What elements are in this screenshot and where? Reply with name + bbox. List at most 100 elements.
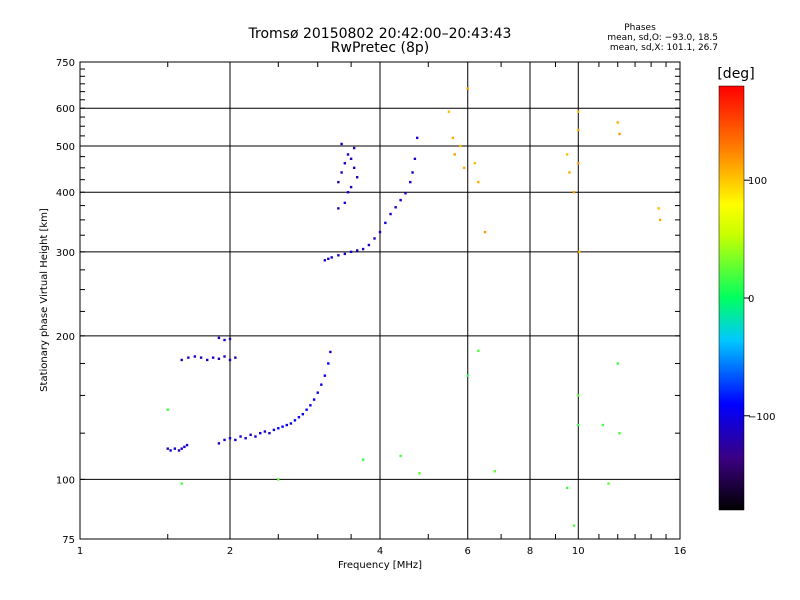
data-point bbox=[578, 250, 581, 254]
data-point bbox=[180, 482, 183, 485]
data-point bbox=[473, 162, 477, 165]
data-point bbox=[228, 337, 232, 341]
data-point bbox=[343, 252, 347, 256]
colorbar bbox=[718, 85, 745, 511]
data-point bbox=[329, 350, 332, 354]
data-point bbox=[205, 358, 209, 362]
data-point bbox=[259, 431, 262, 435]
data-points bbox=[166, 87, 662, 527]
data-point bbox=[320, 383, 323, 386]
data-point bbox=[577, 162, 580, 165]
data-point bbox=[169, 449, 172, 452]
data-point bbox=[572, 524, 576, 527]
data-point bbox=[404, 192, 407, 195]
data-point bbox=[462, 166, 466, 170]
data-point bbox=[327, 257, 330, 261]
x-axis-label: Frequency [MHz] bbox=[338, 560, 422, 571]
data-point bbox=[399, 454, 402, 458]
data-point bbox=[277, 427, 280, 430]
data-point bbox=[616, 362, 619, 365]
data-point bbox=[323, 374, 327, 377]
data-point bbox=[217, 357, 221, 360]
data-point bbox=[312, 398, 316, 401]
x-tick-label: 16 bbox=[674, 546, 687, 557]
data-point bbox=[346, 153, 350, 156]
y-tick-label: 100 bbox=[56, 475, 75, 486]
data-point bbox=[217, 442, 221, 445]
data-point bbox=[305, 408, 308, 411]
data-point bbox=[616, 121, 619, 124]
x-tick-label: 10 bbox=[572, 546, 585, 557]
y-tick-label: 500 bbox=[56, 142, 75, 153]
data-point bbox=[337, 207, 340, 210]
data-point bbox=[367, 243, 371, 247]
data-point bbox=[349, 250, 353, 254]
data-point bbox=[166, 447, 169, 450]
phases-o-stats: mean, sd,O: −93.0, 18.5 bbox=[607, 33, 718, 43]
data-point bbox=[355, 249, 359, 252]
colorbar-tick-label: 0 bbox=[748, 294, 754, 305]
data-point bbox=[409, 180, 412, 184]
colorbar-tick-label: 100 bbox=[748, 176, 767, 187]
data-point bbox=[183, 445, 186, 449]
data-point bbox=[281, 425, 284, 428]
data-point bbox=[389, 212, 392, 216]
data-point bbox=[223, 355, 226, 358]
data-point bbox=[343, 201, 347, 205]
x-tick-label: 8 bbox=[527, 546, 533, 557]
data-point bbox=[173, 447, 177, 450]
data-point bbox=[572, 191, 576, 194]
data-point bbox=[618, 431, 621, 435]
data-point bbox=[249, 433, 252, 437]
data-point bbox=[493, 470, 497, 473]
data-point bbox=[658, 218, 662, 222]
data-point bbox=[187, 356, 190, 359]
colorbar-ticks: 100 0 −100 bbox=[744, 176, 775, 423]
data-point bbox=[453, 153, 456, 156]
data-point bbox=[477, 180, 480, 184]
data-point bbox=[228, 437, 232, 440]
data-point bbox=[352, 166, 356, 170]
data-point bbox=[577, 110, 580, 113]
data-point bbox=[577, 423, 580, 427]
axis-ticks: 1 2 4 6 8 10 16 75 100 200 300 400 500 600 750 bbox=[56, 58, 686, 557]
grid-lines bbox=[80, 62, 680, 539]
data-point bbox=[234, 356, 237, 359]
data-point bbox=[244, 437, 247, 440]
data-point bbox=[346, 191, 350, 194]
data-point bbox=[217, 336, 221, 340]
data-point bbox=[180, 447, 183, 450]
data-point bbox=[394, 206, 397, 209]
data-point bbox=[657, 207, 660, 210]
data-point bbox=[415, 136, 419, 140]
data-point bbox=[378, 230, 382, 234]
data-point bbox=[577, 128, 580, 132]
data-point bbox=[337, 180, 340, 184]
data-point bbox=[263, 430, 267, 433]
data-point bbox=[301, 412, 305, 416]
data-point bbox=[166, 408, 169, 411]
data-point bbox=[234, 438, 237, 442]
data-point bbox=[349, 157, 353, 161]
data-point bbox=[254, 435, 257, 438]
y-tick-label: 750 bbox=[56, 58, 75, 69]
data-point bbox=[477, 349, 480, 353]
data-point bbox=[297, 416, 301, 419]
data-point bbox=[337, 254, 340, 257]
data-point bbox=[309, 404, 312, 407]
data-point bbox=[340, 142, 343, 146]
data-point bbox=[268, 431, 271, 435]
data-point bbox=[239, 435, 242, 438]
data-point bbox=[565, 153, 569, 156]
y-tick-label: 75 bbox=[62, 535, 75, 546]
data-point bbox=[577, 394, 580, 397]
data-point bbox=[228, 358, 232, 362]
data-point bbox=[601, 423, 605, 427]
data-point bbox=[352, 146, 356, 150]
data-point bbox=[185, 443, 189, 447]
x-tick-label: 6 bbox=[465, 546, 471, 557]
colorbar-tick-label: −100 bbox=[748, 412, 775, 423]
data-point bbox=[413, 157, 417, 161]
